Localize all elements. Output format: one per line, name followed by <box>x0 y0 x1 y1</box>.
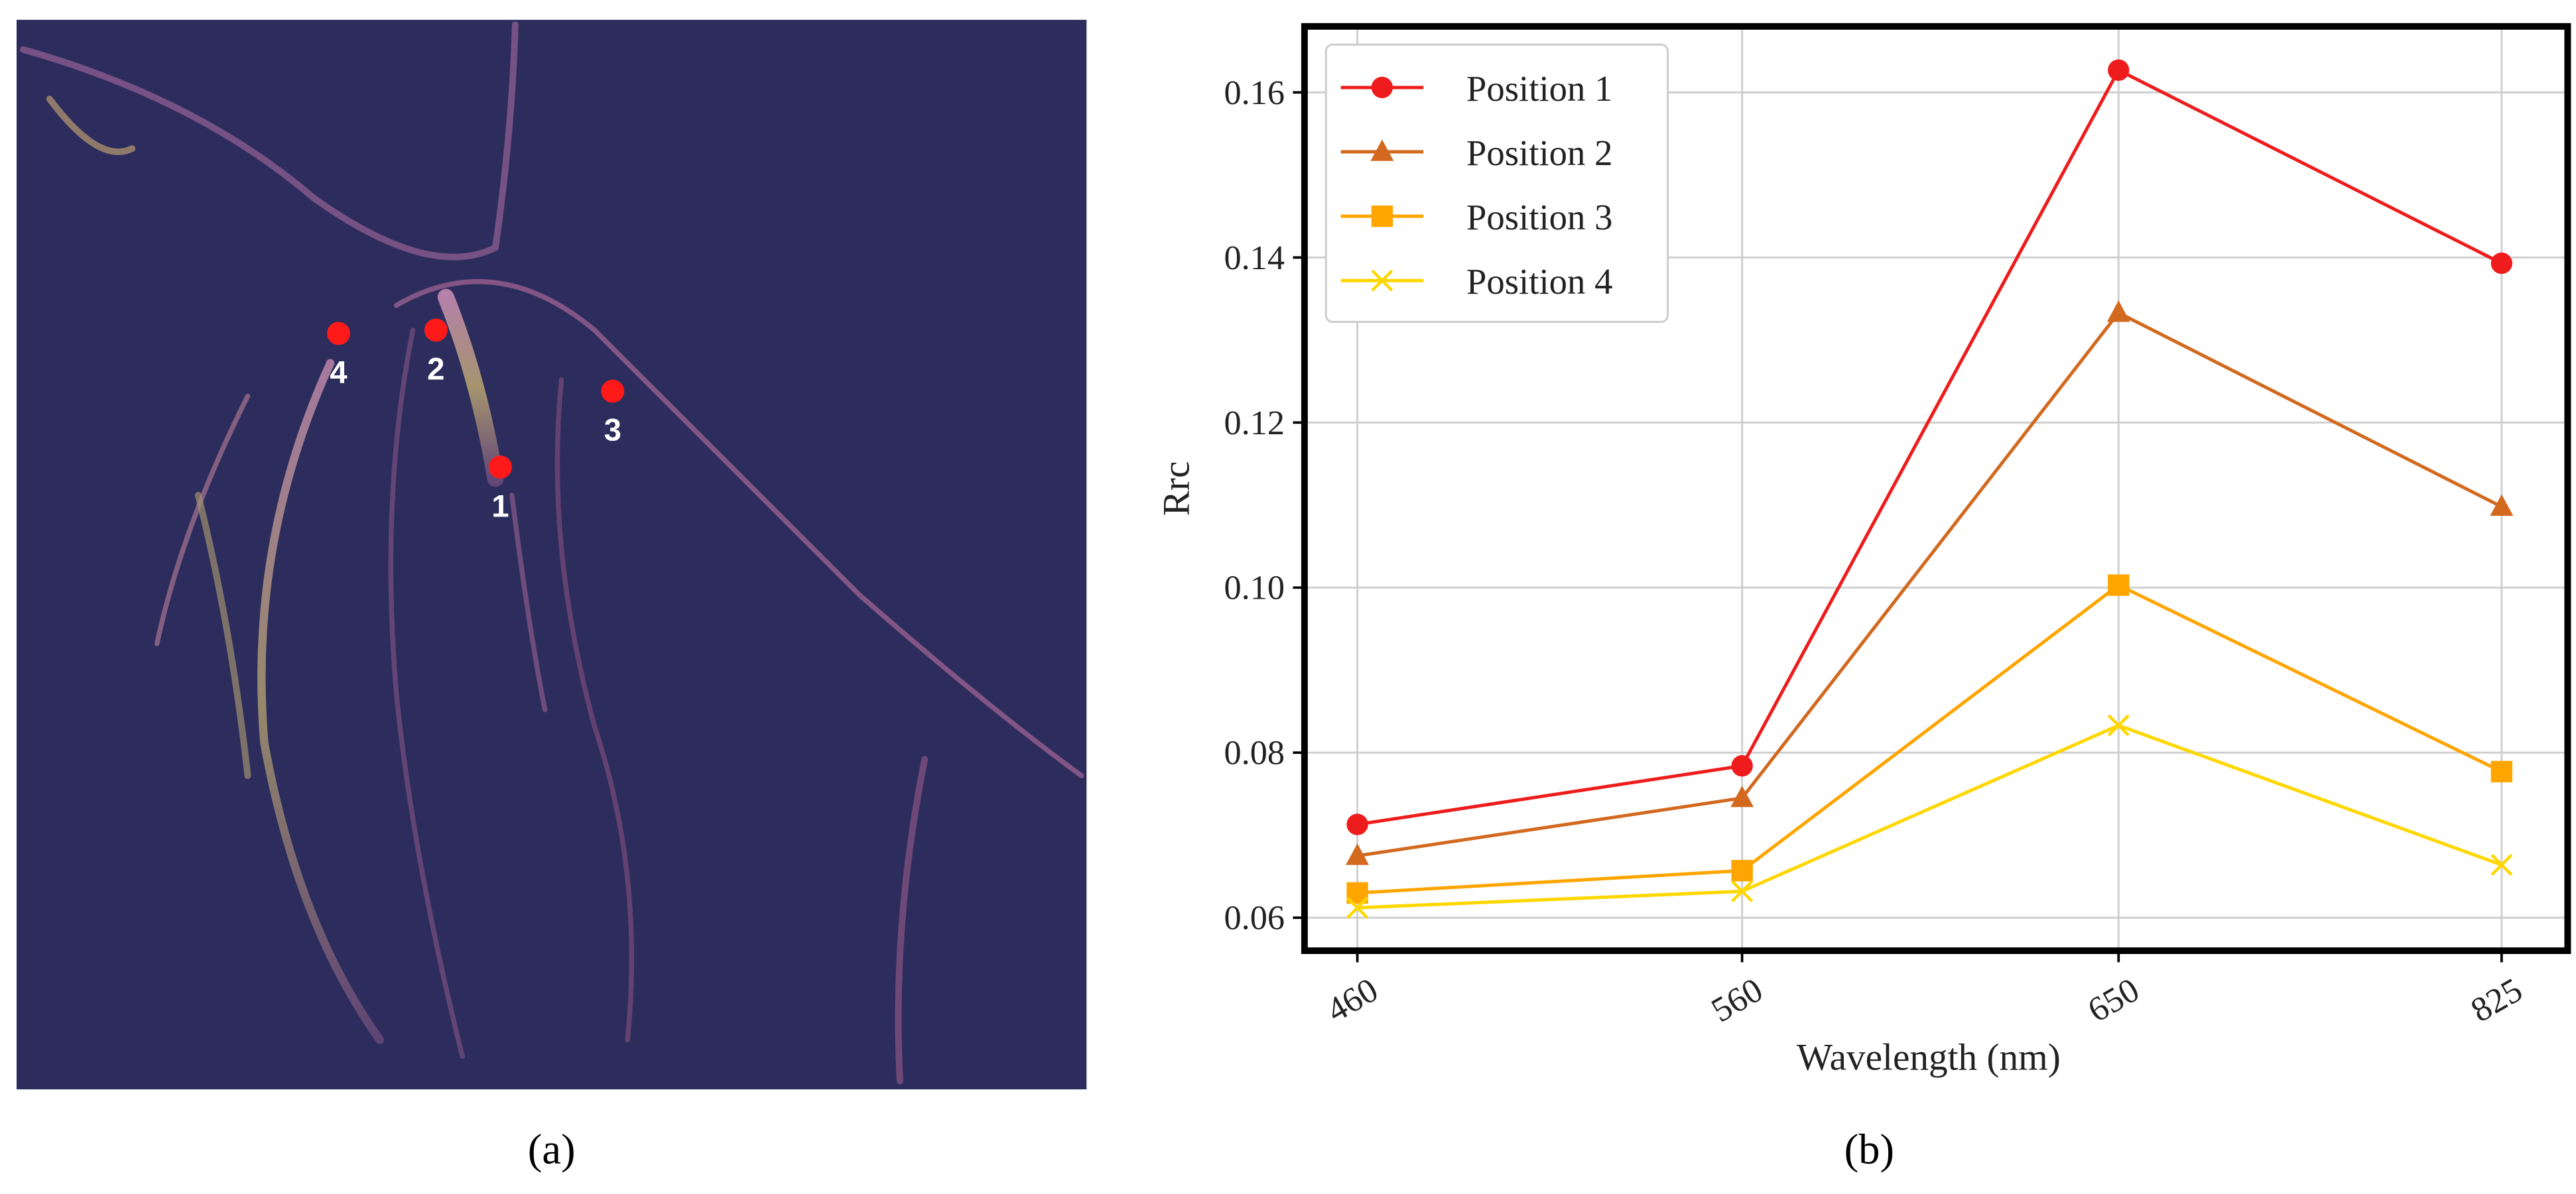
marker <box>2108 574 2130 596</box>
marker <box>1731 755 1753 777</box>
sample-point <box>601 379 625 403</box>
marker <box>1730 786 1754 807</box>
marker <box>1346 813 1368 835</box>
series-line <box>1357 583 2502 895</box>
marker <box>2106 300 2130 322</box>
legend: Position 1 Position 2 Position 3 Position 4 <box>1324 43 1669 323</box>
legend-label: Position 4 <box>1466 261 1613 302</box>
marker <box>2490 494 2514 516</box>
legend-label: Position 2 <box>1466 133 1613 173</box>
caption: (b) <box>1844 1126 1894 1173</box>
y-tick-label: 0.14 <box>1224 239 1285 277</box>
marker <box>1371 205 1393 227</box>
y-tick-label: 0.08 <box>1224 734 1285 772</box>
marker <box>1731 880 1754 902</box>
marker <box>2490 252 2513 274</box>
marker <box>1371 76 1393 99</box>
point-label: 2 <box>427 352 444 387</box>
x-tick-label: 460 <box>1320 971 1385 1030</box>
plot-frame <box>1301 23 2571 955</box>
image-background <box>16 19 1087 1090</box>
point-label: 3 <box>604 413 621 448</box>
series-line <box>1357 723 2502 910</box>
marker <box>1346 896 1369 919</box>
x-tick-label: 650 <box>2081 971 2146 1030</box>
marker <box>2108 59 2130 81</box>
y-tick-label: 0.06 <box>1224 899 1285 937</box>
satellite-image: 1 2 3 4 <box>16 19 1087 1090</box>
marker <box>2490 854 2513 876</box>
series-line <box>1357 310 2503 858</box>
marker <box>1371 269 1393 292</box>
marker <box>1370 139 1394 161</box>
y-axis-label: Rrc <box>1156 461 1198 516</box>
y-tick-label: 0.10 <box>1224 569 1285 607</box>
legend-label: Position 1 <box>1466 68 1613 109</box>
sample-point <box>489 455 512 479</box>
series-line <box>1357 68 2503 827</box>
marker <box>2107 714 2130 737</box>
marker <box>1731 860 1753 882</box>
marker <box>1346 843 1369 865</box>
sample-point <box>327 322 350 345</box>
legend-box <box>1324 43 1669 323</box>
y-tick-label: 0.12 <box>1224 404 1285 442</box>
y-tick-label: 0.16 <box>1224 74 1285 112</box>
x-tick-label: 825 <box>2465 971 2529 1030</box>
image-streaks <box>19 21 1084 1085</box>
legend-label: Position 3 <box>1466 197 1613 237</box>
marker <box>2490 760 2513 783</box>
sample-point <box>424 318 448 342</box>
x-axis-label: Wavelength (nm) <box>1797 1036 2061 1078</box>
point-label: 1 <box>491 489 509 524</box>
caption: (a) <box>528 1126 576 1173</box>
point-label: 4 <box>330 355 348 390</box>
x-tick-label: 560 <box>1705 971 1770 1030</box>
